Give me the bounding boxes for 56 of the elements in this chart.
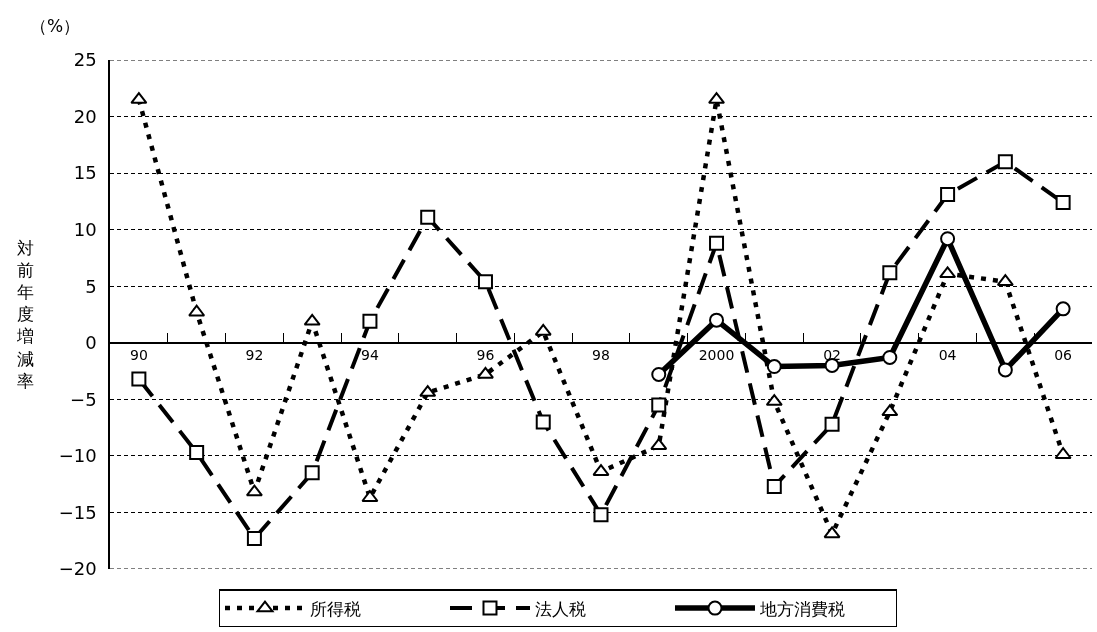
point: [189, 445, 205, 460]
x-tick-label: 04: [938, 347, 957, 364]
point: [1054, 447, 1072, 460]
point: [1055, 195, 1071, 211]
legend-label: 所得税: [309, 598, 361, 619]
text: （%）: [30, 16, 81, 36]
legend-label: 法人税: [534, 598, 586, 619]
y-tick-label: −15: [58, 501, 97, 523]
point: [420, 209, 436, 225]
y-tick-label: −20: [58, 558, 97, 580]
point: [709, 312, 725, 328]
x-tick-label: 2000: [698, 347, 735, 364]
point: [709, 235, 725, 251]
x-tick-label: 06: [1054, 347, 1073, 364]
point: [131, 371, 147, 387]
point: [477, 274, 493, 290]
point: [476, 366, 494, 379]
point: [246, 530, 262, 546]
point: [245, 484, 263, 497]
x-tick-label: 98: [592, 347, 610, 364]
point: [824, 416, 840, 432]
point: [766, 478, 782, 494]
y-axis-title: 対前年度増減率: [16, 238, 34, 391]
point: [766, 359, 782, 375]
x-tick-label: 94: [361, 347, 379, 364]
y-tick-label: 10: [73, 218, 97, 240]
point: [940, 187, 956, 203]
point: [534, 323, 552, 336]
point: [303, 313, 321, 326]
point: [651, 397, 667, 413]
point: [593, 507, 609, 523]
y-tick-label: 0: [85, 332, 97, 354]
point: [651, 366, 667, 382]
y-tick-label: 15: [73, 162, 97, 184]
point: [1055, 301, 1071, 317]
point: [940, 231, 956, 247]
y-tick-label: 5: [85, 275, 97, 297]
point: [997, 362, 1013, 378]
point: [881, 404, 899, 417]
x-tick-label: 90: [129, 347, 148, 364]
y-tick-label: 25: [73, 49, 97, 71]
point: [188, 304, 206, 317]
y-tick-label: 20: [73, 105, 97, 127]
point: [823, 526, 841, 539]
point: [304, 465, 320, 481]
y-tick-label: −5: [70, 388, 97, 410]
x-tick-label: 92: [245, 347, 264, 364]
point: [939, 266, 957, 279]
point: [997, 154, 1013, 170]
point: [535, 414, 551, 430]
point: [882, 265, 898, 281]
legend-label: 地方消費税: [758, 598, 845, 619]
x-tick-label: 96: [476, 347, 495, 364]
point: [882, 349, 898, 365]
y-tick-label: −10: [58, 445, 97, 467]
point: [362, 313, 378, 329]
